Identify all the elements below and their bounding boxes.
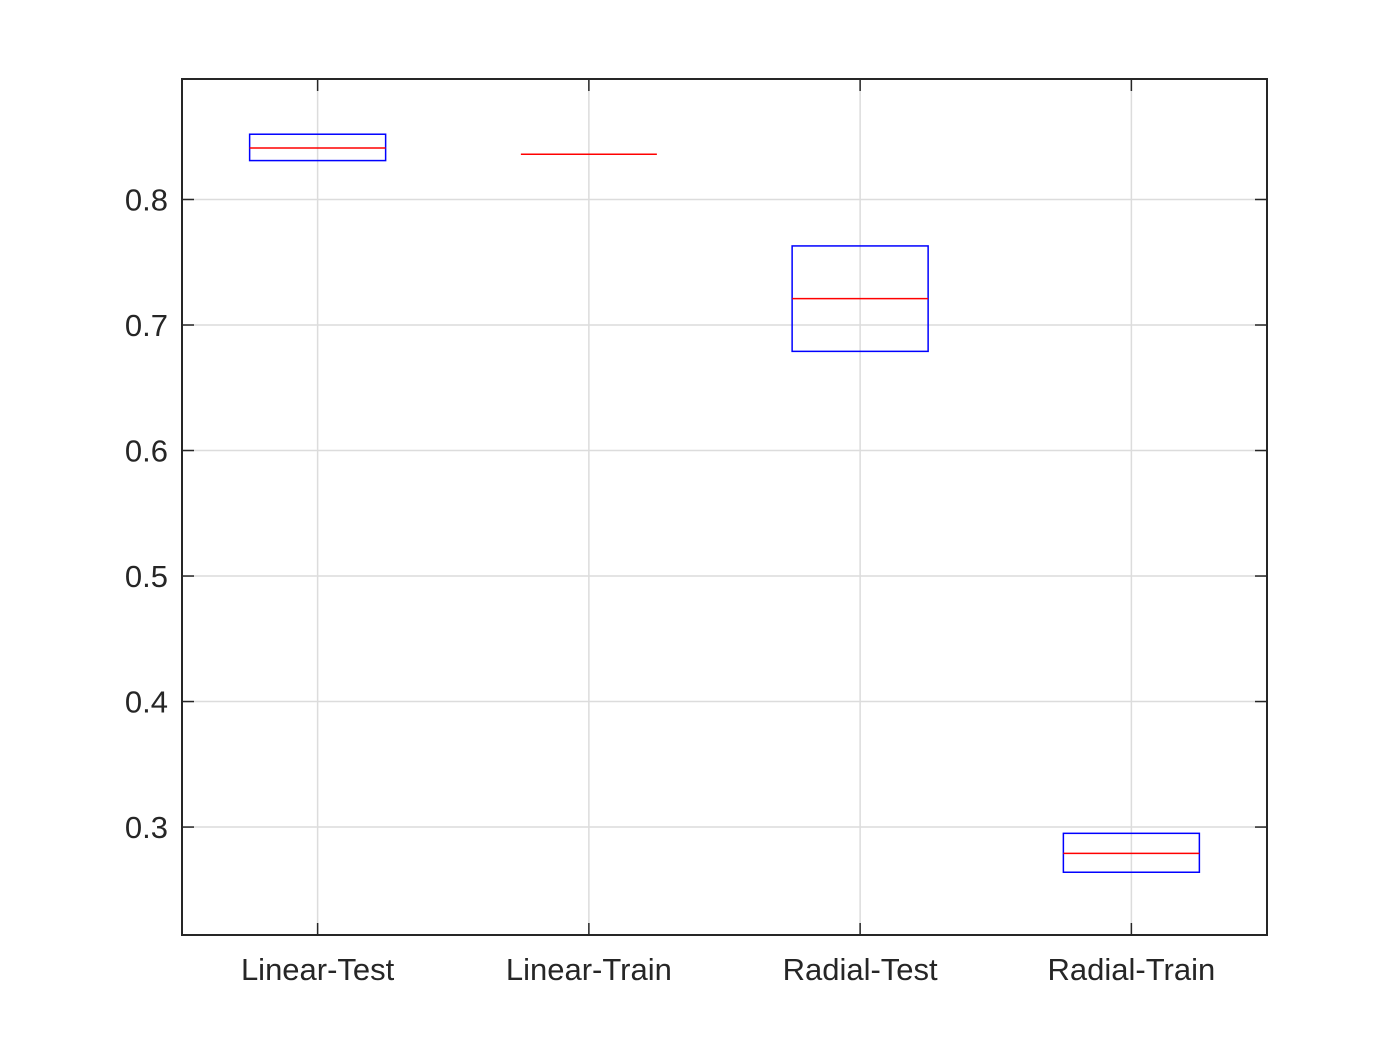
grid-layer (182, 79, 1267, 935)
x-tick-label: Radial-Train (1048, 952, 1216, 987)
y-tick-label: 0.3 (125, 810, 168, 845)
x-tick-label: Linear-Train (506, 952, 672, 987)
label-layer: Linear-Test Linear-Train Radial-Test Radial… (125, 182, 1215, 987)
y-tick-label: 0.8 (125, 182, 168, 217)
x-tick-label: Linear-Test (241, 952, 395, 987)
tick-layer (182, 79, 1267, 935)
y-tick-label: 0.7 (125, 308, 168, 343)
y-tick-label: 0.6 (125, 434, 168, 469)
y-tick-label: 0.5 (125, 559, 168, 594)
y-tick-label: 0.4 (125, 685, 168, 720)
box-layer (248, 133, 1201, 873)
axes-frame (181, 78, 1268, 936)
x-tick-label: Radial-Test (783, 952, 938, 987)
